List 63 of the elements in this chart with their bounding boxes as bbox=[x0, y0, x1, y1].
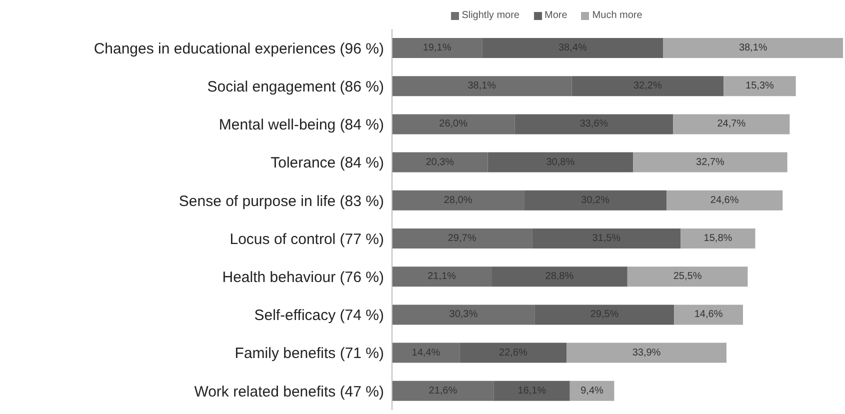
y-tick-label: Changes in educational experiences (96 %) bbox=[94, 40, 384, 58]
data-label: 21,1% bbox=[428, 271, 456, 282]
bar bbox=[392, 38, 482, 58]
data-label: 33,9% bbox=[632, 347, 661, 358]
y-tick-label: Self-efficacy (74 %) bbox=[254, 307, 384, 324]
y-tick-label: Locus of control (77 %) bbox=[230, 230, 384, 248]
bar bbox=[534, 304, 674, 325]
legend-label: More bbox=[544, 10, 568, 21]
bar bbox=[482, 38, 664, 58]
y-tick-label: Mental well-being (84 %) bbox=[218, 116, 384, 134]
data-label: 24,7% bbox=[717, 118, 746, 130]
data-label: 26,0% bbox=[439, 118, 468, 130]
bar bbox=[392, 380, 494, 401]
data-label: 38,1% bbox=[468, 80, 496, 92]
bar bbox=[494, 380, 570, 401]
bar bbox=[392, 114, 515, 134]
data-label: 14,6% bbox=[694, 309, 723, 320]
legend-label: Much more bbox=[592, 10, 642, 21]
bar bbox=[566, 342, 726, 363]
data-label: 30,3% bbox=[449, 309, 478, 320]
bar bbox=[488, 152, 634, 172]
data-label: 19,1% bbox=[422, 42, 452, 54]
bar bbox=[392, 152, 488, 172]
y-tick-label: Sense of purpose in life (83 %) bbox=[178, 192, 384, 210]
data-label: 15,8% bbox=[704, 233, 732, 244]
bar bbox=[572, 76, 724, 96]
data-label: 29,7% bbox=[448, 233, 476, 244]
bar bbox=[460, 342, 567, 363]
bar bbox=[392, 190, 524, 210]
bar bbox=[392, 342, 460, 363]
data-label: 21,6% bbox=[428, 385, 458, 396]
data-label: 25,5% bbox=[673, 271, 702, 282]
y-tick-label: Health behaviour (76 %) bbox=[222, 268, 384, 286]
bar bbox=[680, 228, 756, 248]
data-label: 9,4% bbox=[580, 385, 604, 396]
data-label: 38,1% bbox=[738, 42, 768, 54]
bar bbox=[392, 76, 572, 96]
data-label: 32,7% bbox=[696, 156, 724, 168]
bar bbox=[674, 304, 743, 325]
data-label: 15,3% bbox=[746, 80, 774, 92]
bar bbox=[570, 380, 614, 401]
bar bbox=[532, 228, 681, 248]
legend-label: Slightly more bbox=[462, 10, 520, 21]
data-label: 24,6% bbox=[710, 194, 739, 206]
bar bbox=[392, 266, 492, 287]
bar bbox=[492, 266, 628, 287]
y-tick-label: Work related benefits (47 %) bbox=[194, 383, 384, 400]
bar bbox=[627, 266, 748, 287]
data-label: 20,3% bbox=[426, 156, 454, 168]
bar bbox=[524, 190, 667, 210]
y-tick-label: Tolerance (84 %) bbox=[270, 154, 384, 172]
bar bbox=[673, 114, 790, 134]
y-tick-label: Social engagement (86 %) bbox=[207, 78, 384, 96]
bar bbox=[514, 114, 674, 134]
data-label: 28,0% bbox=[444, 194, 472, 206]
data-label: 14,4% bbox=[412, 347, 440, 358]
bar bbox=[392, 228, 532, 248]
bar bbox=[663, 38, 843, 58]
y-tick-label: Family benefits (71 %) bbox=[234, 345, 384, 362]
bar bbox=[633, 152, 788, 172]
bar bbox=[392, 304, 535, 325]
bar bbox=[724, 76, 796, 96]
bar bbox=[666, 190, 783, 210]
